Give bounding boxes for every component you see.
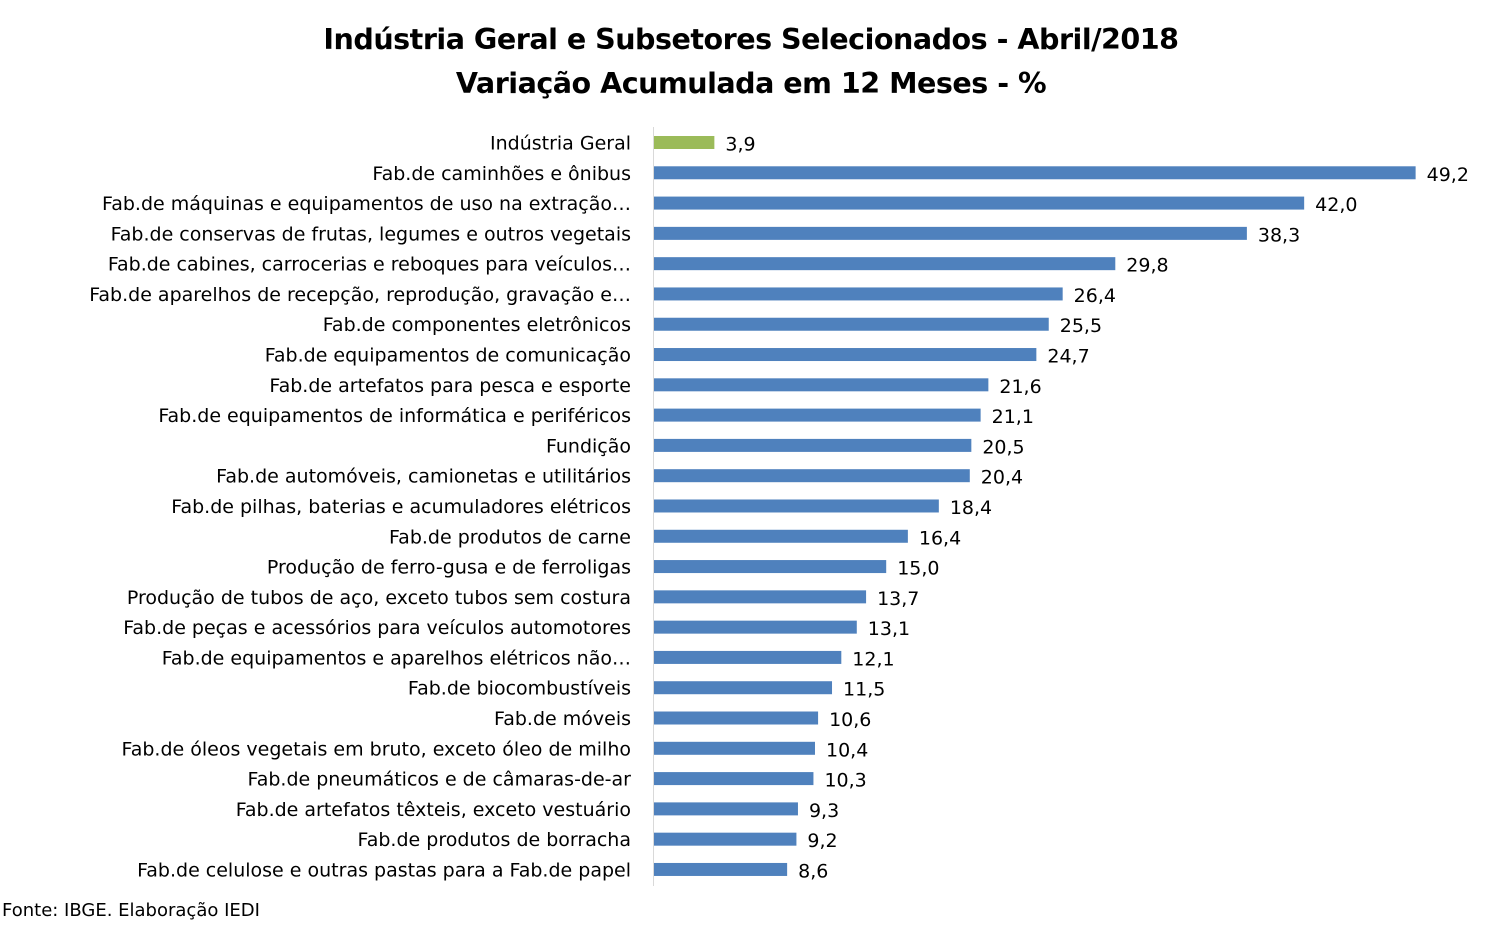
- bar: [654, 438, 972, 452]
- bar: [654, 317, 1049, 331]
- bar: [654, 772, 814, 786]
- category-labels-layer: Indústria Geral Fab.de caminhões e ônibus…: [89, 133, 631, 882]
- category-label: Fab.de cabines, carrocerias e reboques p…: [108, 254, 631, 276]
- value-label: 21,6: [999, 376, 1041, 398]
- value-label: 25,5: [1060, 315, 1102, 337]
- category-label: Fab.de caminhões e ônibus: [372, 163, 631, 185]
- bar: [654, 590, 867, 604]
- value-label: 38,3: [1258, 224, 1300, 246]
- category-label: Fab.de pneumáticos e de câmaras-de-ar: [248, 769, 632, 791]
- value-label: 12,1: [852, 648, 894, 670]
- value-label: 13,7: [877, 588, 919, 610]
- value-label: 9,3: [809, 800, 839, 822]
- category-label: Fab.de móveis: [494, 708, 631, 730]
- value-label: 10,3: [824, 770, 866, 792]
- category-label: Fab.de componentes eletrônicos: [323, 314, 631, 336]
- bar: [654, 620, 857, 634]
- value-label: 29,8: [1126, 255, 1168, 277]
- value-label: 10,6: [829, 709, 871, 731]
- value-labels-layer: 3,9 49,2 42,0 38,3 29,8 26,4 25,5 24,7 21,6 21,1 2…: [725, 134, 1469, 883]
- category-label: Fab.de equipamentos de comunicação: [265, 345, 631, 367]
- chart-title: Indústria Geral e Subsetores Selecionado…: [323, 22, 1179, 56]
- bar: [654, 287, 1063, 301]
- bar: [654, 226, 1247, 240]
- value-label: 21,1: [992, 406, 1034, 428]
- value-label: 3,9: [725, 134, 755, 156]
- category-label: Fab.de biocombustíveis: [408, 678, 631, 700]
- category-label: Fab.de pilhas, baterias e acumuladores e…: [171, 496, 631, 518]
- bar: [654, 378, 989, 392]
- category-label: Produção de ferro-gusa e de ferroligas: [267, 557, 631, 579]
- category-label: Fab.de automóveis, camionetas e utilitár…: [216, 466, 631, 488]
- value-label: 20,5: [982, 436, 1024, 458]
- category-label: Fab.de conservas de frutas, legumes e ou…: [111, 223, 631, 245]
- bar: [654, 741, 815, 755]
- bar: [654, 560, 887, 574]
- bars-layer: [654, 136, 1416, 876]
- category-label: Fab.de equipamentos e aparelhos elétrico…: [162, 647, 631, 669]
- category-label: Fab.de equipamentos de informática e per…: [158, 405, 631, 427]
- category-label: Fab.de óleos vegetais em bruto, exceto ó…: [122, 738, 631, 760]
- bar: [654, 196, 1305, 210]
- bar: [654, 681, 833, 695]
- chart-subtitle: Variação Acumulada em 12 Meses - %: [455, 66, 1047, 100]
- bar: [654, 711, 819, 725]
- bar: [654, 862, 788, 876]
- bar: [654, 650, 842, 664]
- source-note: Fonte: IBGE. Elaboração IEDI: [2, 900, 260, 921]
- bar: [654, 832, 797, 846]
- value-label: 20,4: [981, 467, 1023, 489]
- value-label: 18,4: [950, 497, 992, 519]
- bar: [654, 499, 939, 513]
- category-label: Produção de tubos de aço, exceto tubos s…: [127, 587, 631, 609]
- category-label: Indústria Geral: [490, 133, 631, 155]
- bar: [654, 529, 908, 543]
- bar: [654, 469, 970, 483]
- category-label: Fab.de celulose e outras pastas para a F…: [137, 859, 631, 881]
- category-label: Fab.de artefatos para pesca e esporte: [269, 375, 631, 397]
- value-label: 10,4: [826, 739, 868, 761]
- bar: [654, 136, 715, 149]
- bar: [654, 348, 1037, 362]
- category-label: Fab.de produtos de carne: [389, 526, 631, 548]
- category-label: Fab.de aparelhos de recepção, reprodução…: [89, 284, 631, 306]
- bar: [654, 166, 1416, 180]
- value-label: 11,5: [843, 679, 885, 701]
- value-label: 24,7: [1047, 346, 1089, 368]
- bar: [654, 408, 981, 422]
- category-label: Fundição: [546, 435, 631, 457]
- bar: [654, 802, 798, 816]
- category-label: Fab.de peças e acessórios para veículos …: [123, 617, 631, 639]
- category-label: Fab.de artefatos têxteis, exceto vestuár…: [236, 799, 631, 821]
- category-label: Fab.de produtos de borracha: [358, 829, 631, 851]
- value-label: 8,6: [798, 860, 828, 882]
- bar: [654, 257, 1116, 271]
- value-label: 15,0: [897, 558, 939, 580]
- value-label: 9,2: [807, 830, 837, 852]
- value-label: 13,1: [868, 618, 910, 640]
- value-label: 49,2: [1427, 164, 1469, 186]
- value-label: 16,4: [919, 527, 961, 549]
- value-label: 26,4: [1074, 285, 1116, 307]
- value-label: 42,0: [1315, 194, 1357, 216]
- category-label: Fab.de máquinas e equipamentos de uso na…: [102, 193, 631, 215]
